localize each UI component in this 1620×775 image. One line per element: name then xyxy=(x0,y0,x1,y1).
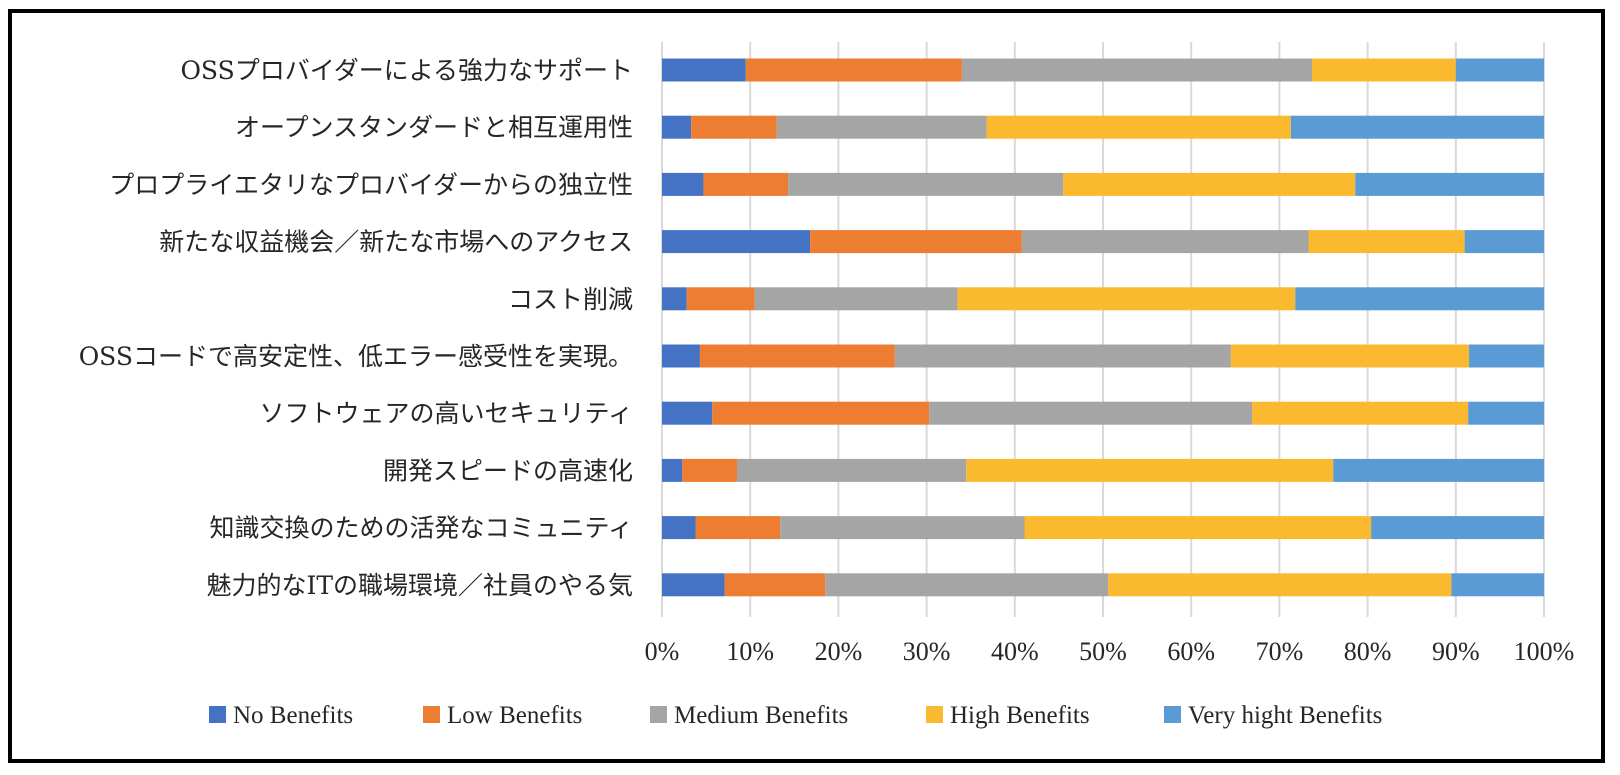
bar-segment xyxy=(1355,172,1544,196)
bar-segment xyxy=(754,287,958,311)
legend-label: Low Benefits xyxy=(447,702,582,729)
x-tick-label: 100% xyxy=(1514,637,1575,666)
bar-segment xyxy=(1469,344,1544,368)
bar-segment xyxy=(894,344,1231,368)
x-tick-label: 20% xyxy=(815,637,863,666)
x-tick-label: 40% xyxy=(991,637,1039,666)
category-label: 開発スピードの高速化 xyxy=(383,456,633,485)
x-tick-label: 30% xyxy=(903,637,951,666)
bar-segment xyxy=(780,516,1025,540)
bar-segment xyxy=(695,516,781,540)
category-label: プロプライエタリなプロバイダーからの独立性 xyxy=(109,170,633,199)
legend-label: Medium Benefits xyxy=(674,702,848,729)
x-axis-ticks: 0% 10% 20% 30% 40% 50% 60% 70% 80% 90% 100% xyxy=(645,637,1575,666)
legend: No Benefits Low Benefits Medium Benefits Hi… xyxy=(209,702,1382,729)
bar-segment xyxy=(736,458,967,482)
bar-segment xyxy=(957,287,1296,311)
bar-segment xyxy=(1451,573,1544,597)
x-tick-label: 50% xyxy=(1079,637,1127,666)
bar-segment xyxy=(1290,115,1544,139)
bar-segment xyxy=(662,344,700,368)
legend-swatch xyxy=(926,706,943,723)
bar-segment xyxy=(961,58,1313,82)
bar-segment xyxy=(662,58,746,82)
bar-segment xyxy=(929,401,1253,425)
category-label: 新たな収益機会／新たな市場へのアクセス xyxy=(159,228,633,257)
bar-segment xyxy=(662,573,725,597)
bar-segment xyxy=(724,573,826,597)
bar-segment xyxy=(776,115,987,139)
bar-segment xyxy=(1308,230,1465,254)
category-label: OSSコードで高安定性、低エラー感受性を実現。 xyxy=(79,342,633,371)
bar-segment xyxy=(986,115,1291,139)
x-tick-label: 60% xyxy=(1167,637,1215,666)
x-tick-label: 90% xyxy=(1432,637,1480,666)
bar-segment xyxy=(686,287,755,311)
bar-segment xyxy=(662,287,687,311)
bar-segment xyxy=(1021,230,1309,254)
bars xyxy=(662,58,1544,597)
category-label: ソフトウェアの高いセキュリティ xyxy=(259,399,633,428)
x-tick-label: 80% xyxy=(1344,637,1392,666)
bar-segment xyxy=(788,172,1064,196)
legend-label: No Benefits xyxy=(233,702,353,729)
bar-segment xyxy=(1295,287,1544,311)
bar-segment xyxy=(691,115,777,139)
bar-segment xyxy=(1464,230,1544,254)
category-label: 知識交換のための活発なコミュニティ xyxy=(209,514,633,543)
category-label: コスト削減 xyxy=(508,285,633,314)
bar-segment xyxy=(662,172,704,196)
bar-segment xyxy=(682,458,737,482)
category-label: 魅力的なITの職場環境／社員のやる気 xyxy=(206,571,633,600)
category-labels: OSSプロバイダーによる強力なサポートオープンスタンダードと相互運用性プロプライ… xyxy=(79,56,633,600)
bar-segment xyxy=(712,401,930,425)
x-tick-label: 10% xyxy=(726,637,774,666)
legend-swatch xyxy=(209,706,226,723)
bar-segment xyxy=(662,458,683,482)
legend-swatch xyxy=(423,706,440,723)
bar-segment xyxy=(1063,172,1356,196)
x-tick-label: 70% xyxy=(1256,637,1304,666)
bar-segment xyxy=(825,573,1109,597)
bar-segment xyxy=(703,172,789,196)
bar-segment xyxy=(1230,344,1470,368)
bar-segment xyxy=(1108,573,1452,597)
legend-label: High Benefits xyxy=(950,702,1090,729)
category-label: オープンスタンダードと相互運用性 xyxy=(235,113,633,142)
bar-segment xyxy=(662,115,692,139)
bar-segment xyxy=(1468,401,1544,425)
bar-segment xyxy=(1024,516,1372,540)
bar-segment xyxy=(966,458,1334,482)
bar-segment xyxy=(810,230,1022,254)
bar-segment xyxy=(1455,58,1544,82)
bar-segment xyxy=(1371,516,1544,540)
category-label: OSSプロバイダーによる強力なサポート xyxy=(180,56,633,85)
bar-segment xyxy=(1252,401,1469,425)
bar-segment xyxy=(662,230,811,254)
bar-segment xyxy=(662,401,713,425)
bar-segment xyxy=(662,516,696,540)
x-tick-label: 0% xyxy=(645,637,680,666)
legend-swatch xyxy=(1164,706,1181,723)
legend-swatch xyxy=(650,706,667,723)
bar-segment xyxy=(699,344,895,368)
legend-label: Very hight Benefits xyxy=(1188,702,1382,729)
bar-segment xyxy=(1333,458,1544,482)
bar-segment xyxy=(745,58,962,82)
bar-segment xyxy=(1312,58,1456,82)
